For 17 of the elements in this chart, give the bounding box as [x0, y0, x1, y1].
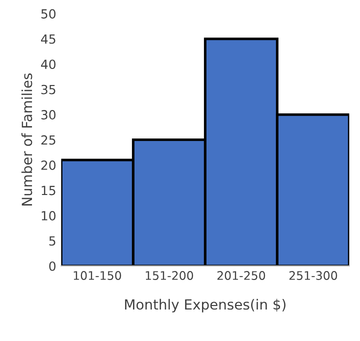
y-tick-label: 40: [41, 60, 56, 70]
x-axis-title: Monthly Expenses(in $): [125, 298, 286, 312]
y-axis-title: Number of Families: [21, 73, 32, 206]
y-tick-label: 10: [42, 210, 56, 220]
y-tick-label: 50: [41, 9, 56, 19]
y-tick-label: 35: [41, 84, 56, 94]
x-tick-label: 151-200: [146, 271, 194, 280]
y-tick-label: 45: [41, 34, 56, 44]
y-tick-label: 25: [41, 135, 56, 145]
y-tick-label: 15: [42, 186, 56, 196]
x-tick-label: 201-250: [217, 271, 266, 280]
y-tick-label: 5: [49, 236, 56, 246]
x-tick-label: 251-300: [289, 271, 338, 280]
x-tick-label: 101-150: [74, 271, 122, 280]
y-tick-label: 20: [41, 160, 56, 170]
y-tick-label: 30: [41, 110, 56, 120]
y-tick-label: 0: [49, 261, 56, 271]
